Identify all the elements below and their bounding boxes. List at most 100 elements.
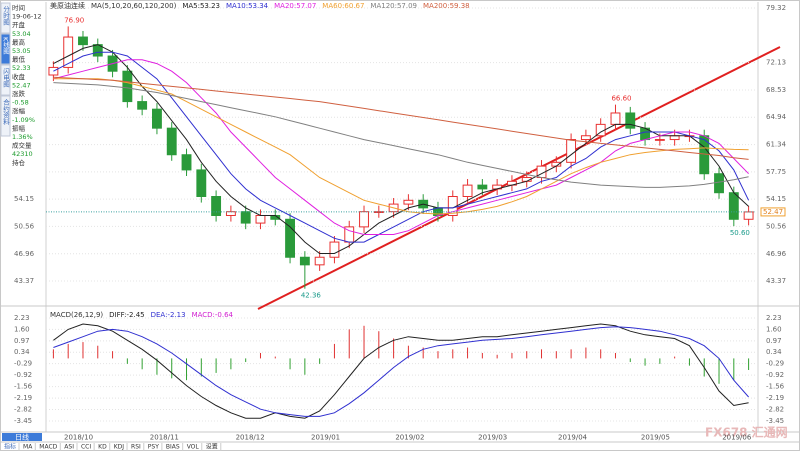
candle-body bbox=[477, 184, 488, 190]
y-tick-label: 43.37 bbox=[14, 277, 34, 285]
candle-body bbox=[211, 196, 222, 216]
indicator-tab[interactable]: 设置 bbox=[206, 443, 218, 451]
candle-body bbox=[566, 139, 577, 163]
candle-body bbox=[728, 192, 739, 220]
candle-body bbox=[610, 112, 621, 125]
period-tab[interactable] bbox=[2, 433, 42, 441]
x-tick-label: 2018/12 bbox=[236, 434, 265, 442]
side-tab[interactable] bbox=[0, 33, 11, 65]
y-tick-label: -2.19 bbox=[766, 394, 784, 402]
info-text: 1.36% bbox=[12, 133, 33, 141]
indicator-tab[interactable]: KDJ bbox=[114, 444, 125, 451]
info-text: 开盘 bbox=[12, 20, 26, 29]
legend-entry: DIFF:-2.45 bbox=[109, 311, 144, 319]
legend-entry: MA200:59.38 bbox=[423, 2, 470, 10]
candle-body bbox=[225, 211, 236, 216]
side-tab[interactable] bbox=[0, 2, 11, 34]
candle-body bbox=[743, 211, 754, 220]
side-tab-label[interactable]: 闪电图 bbox=[2, 67, 10, 89]
line bbox=[53, 323, 749, 419]
legend-entry: MACD(26,12,9) bbox=[50, 311, 103, 319]
indicator-tab[interactable]: VOL bbox=[187, 444, 200, 451]
y-tick-label: -2.82 bbox=[766, 406, 784, 414]
indicator-tab[interactable]: MA bbox=[23, 444, 33, 451]
y-tick-label: 0.34 bbox=[766, 348, 782, 356]
candle-body bbox=[285, 218, 295, 258]
y-tick-label: 61.34 bbox=[766, 141, 787, 149]
y-tick-label: 46.96 bbox=[766, 250, 787, 258]
candle-body bbox=[255, 214, 266, 224]
extreme-label: 76.90 bbox=[64, 16, 84, 24]
line bbox=[53, 82, 749, 188]
candle-body bbox=[63, 36, 74, 68]
x-tick-label: 2018/10 bbox=[64, 434, 93, 442]
info-text: 最低 bbox=[12, 55, 26, 64]
y-tick-label: 72.13 bbox=[766, 59, 786, 67]
indicator-tab[interactable]: PSY bbox=[148, 444, 159, 451]
y-tick-label: -0.92 bbox=[14, 371, 32, 379]
y-tick-label: 50.56 bbox=[766, 222, 787, 230]
line bbox=[53, 59, 749, 235]
side-tab[interactable] bbox=[0, 64, 11, 96]
x-tick-label: 2019/02 bbox=[395, 434, 424, 442]
legend-entry: MA120:57.09 bbox=[370, 2, 417, 10]
watermark: FX678 汇通网 bbox=[705, 425, 788, 440]
y-tick-label: 1.60 bbox=[14, 325, 30, 333]
indicator-tab[interactable]: CCI bbox=[81, 444, 91, 451]
period-tab-label[interactable]: 日线 bbox=[15, 433, 29, 442]
y-tick-label: 0.34 bbox=[14, 348, 30, 356]
candle-body bbox=[137, 101, 148, 110]
info-text: 42310 bbox=[12, 150, 33, 158]
y-tick-label: -3.45 bbox=[14, 417, 32, 425]
candle-body bbox=[122, 70, 133, 103]
info-text: 最高 bbox=[12, 37, 26, 46]
indicator-tab[interactable]: ASI bbox=[64, 444, 74, 451]
info-text: -0.58 bbox=[12, 99, 29, 107]
indicator-tab[interactable]: 指标 bbox=[4, 443, 16, 451]
y-tick-label: -1.56 bbox=[766, 383, 785, 391]
side-tab-label[interactable]: 合约资料 bbox=[2, 98, 10, 127]
y-tick-label: 2.23 bbox=[766, 314, 782, 322]
candle-body bbox=[48, 66, 59, 76]
x-tick-label: 2019/04 bbox=[558, 434, 588, 442]
info-text: 时间 bbox=[12, 3, 25, 12]
candle-body bbox=[166, 127, 177, 156]
y-tick-label: 79.32 bbox=[766, 4, 786, 12]
info-text: 53.05 bbox=[12, 47, 31, 55]
info-text: 持仓 bbox=[12, 158, 26, 167]
y-tick-label: 1.60 bbox=[766, 325, 782, 333]
info-text: 52.47 bbox=[12, 81, 31, 89]
line bbox=[53, 76, 749, 160]
info-text: 19-06-12 bbox=[12, 13, 42, 21]
indicator-tab[interactable]: KD bbox=[98, 444, 107, 451]
candle-body bbox=[314, 256, 325, 266]
y-tick-label: 68.53 bbox=[766, 86, 786, 94]
y-tick-label: -0.29 bbox=[14, 360, 32, 368]
info-text: 涨幅 bbox=[12, 106, 26, 115]
candle-body bbox=[669, 135, 680, 141]
legend-entry: MA60:60.67 bbox=[322, 2, 364, 10]
candle-body bbox=[152, 108, 162, 129]
chart-title: 美原油连续 bbox=[50, 1, 85, 10]
indicator-tab[interactable]: BIAS bbox=[166, 444, 180, 451]
legend-entry: DEA:-2.13 bbox=[151, 311, 186, 319]
indicator-tab[interactable]: RSI bbox=[131, 444, 141, 451]
x-tick-label: 2019/06 bbox=[722, 434, 752, 442]
y-tick-label: -1.56 bbox=[14, 383, 33, 391]
x-tick-label: 2018/11 bbox=[150, 434, 179, 442]
candle-body bbox=[462, 184, 473, 198]
side-tab-label[interactable]: 分时图 bbox=[2, 5, 10, 27]
y-tick-label: -3.45 bbox=[766, 417, 784, 425]
legend-entry: MA(5,10,20,60,120,200) bbox=[91, 2, 177, 10]
candle-body bbox=[403, 199, 414, 205]
candle-body bbox=[714, 173, 724, 194]
side-tab-label[interactable]: K线图 bbox=[2, 37, 10, 55]
indicator-tab[interactable]: MACD bbox=[39, 444, 57, 451]
legend-entry: MA5:53.23 bbox=[182, 2, 220, 10]
candle-body bbox=[78, 36, 88, 46]
x-tick-label: 2019/01 bbox=[311, 434, 340, 442]
side-tab[interactable] bbox=[0, 95, 11, 137]
y-tick-label: 64.94 bbox=[766, 113, 787, 121]
